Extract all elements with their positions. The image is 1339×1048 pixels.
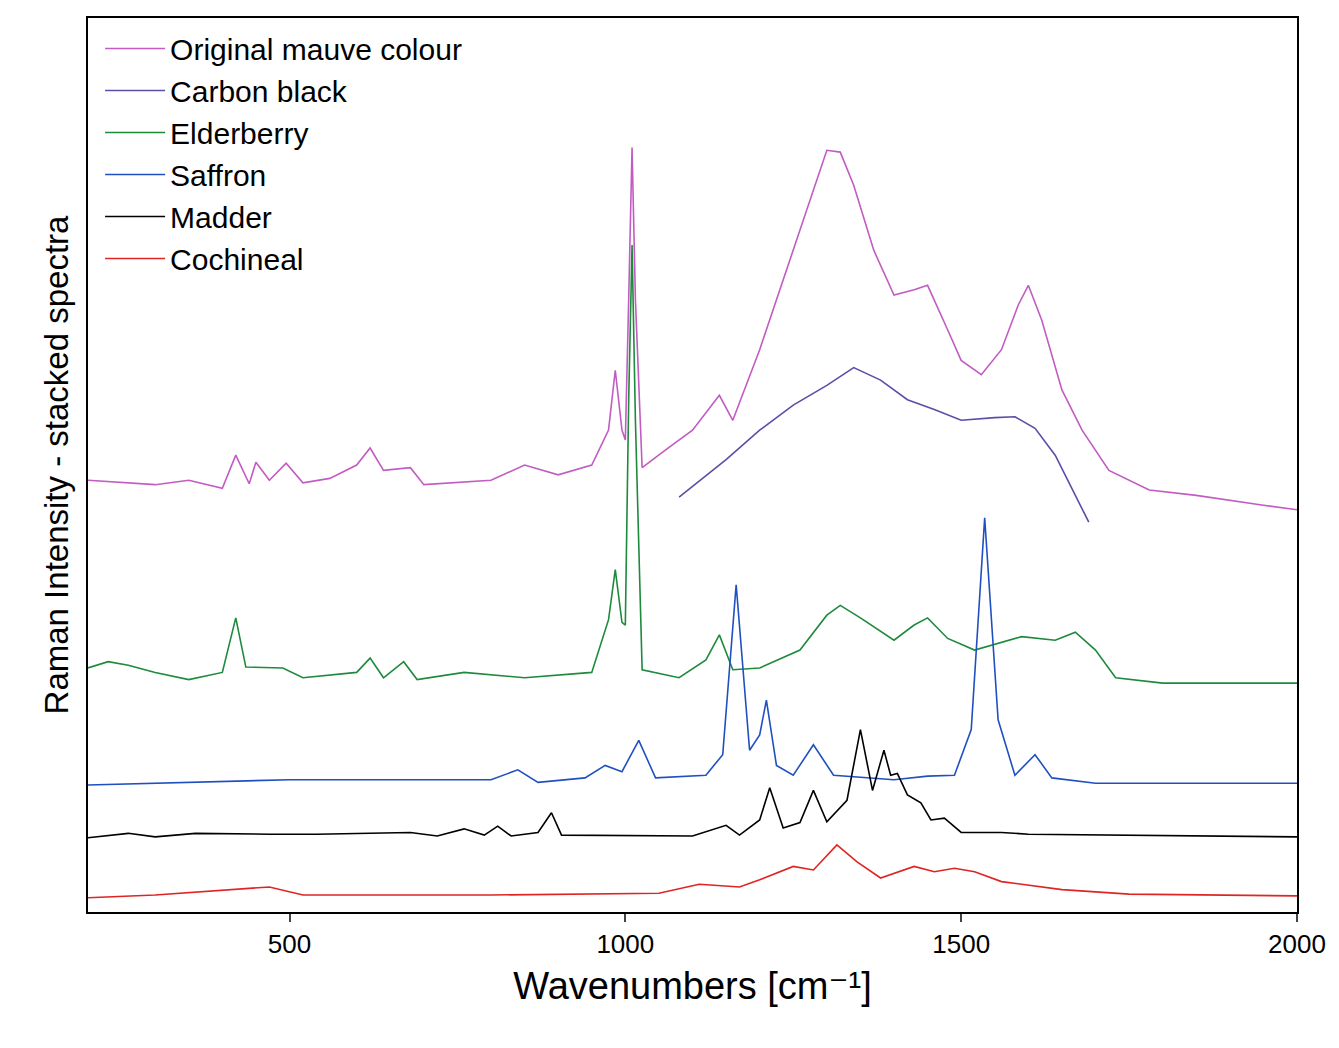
svg-text:500: 500	[268, 929, 311, 959]
svg-text:1500: 1500	[932, 929, 990, 959]
svg-text:Elderberry: Elderberry	[170, 117, 308, 150]
svg-text:1000: 1000	[596, 929, 654, 959]
svg-text:Carbon black: Carbon black	[170, 75, 348, 108]
svg-text:Saffron: Saffron	[170, 159, 266, 192]
svg-text:Madder: Madder	[170, 201, 272, 234]
svg-text:Raman Intensity - stacked spec: Raman Intensity - stacked spectra	[38, 215, 75, 715]
svg-text:Original mauve colour: Original mauve colour	[170, 33, 462, 66]
svg-text:2000: 2000	[1268, 929, 1326, 959]
svg-text:Cochineal: Cochineal	[170, 243, 303, 276]
svg-text:Wavenumbers [cm⁻¹]: Wavenumbers [cm⁻¹]	[513, 965, 872, 1007]
